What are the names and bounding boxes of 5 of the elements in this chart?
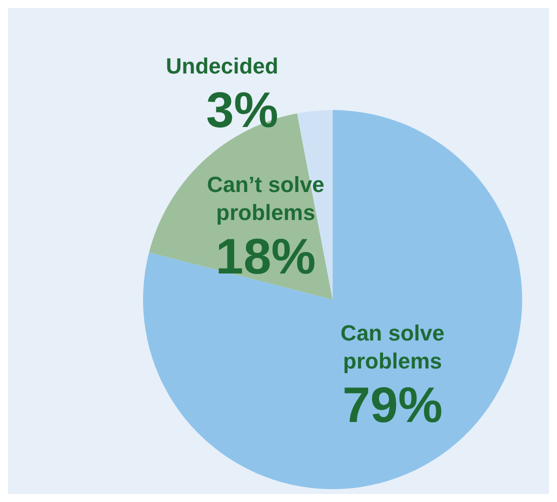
data-label: 79% — [342, 376, 443, 433]
data-label: 18% — [216, 228, 316, 284]
slice-label: Can solve problems — [340, 320, 444, 374]
data-label: 3% — [206, 82, 278, 138]
slice-label: Undecided — [166, 53, 278, 78]
